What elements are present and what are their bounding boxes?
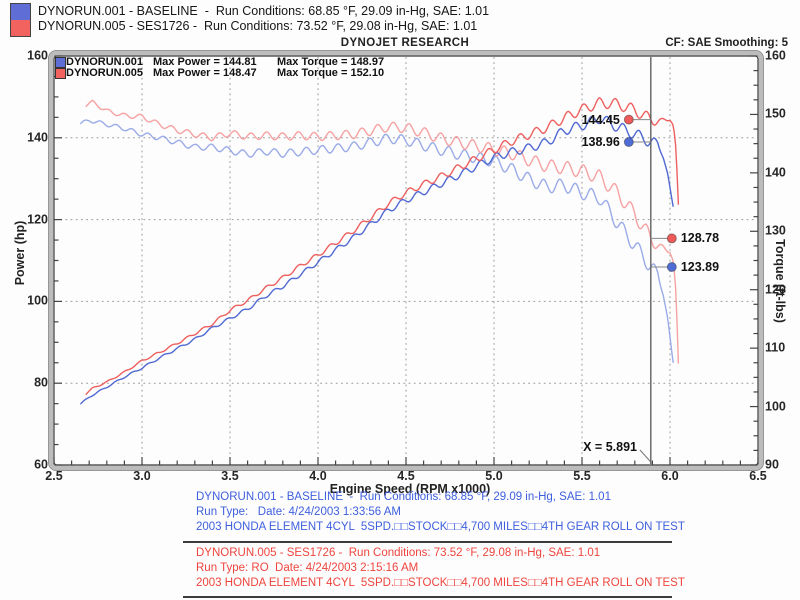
rpm-axis-title: Engine Speed (RPM x1000): [329, 482, 491, 496]
power-axis-title: Power (hp): [13, 220, 27, 286]
legend-run1-name: DYNORUN.001: [66, 56, 144, 68]
run1-conditions-label: DYNORUN.001 - BASELINE - Run Conditions:…: [38, 4, 490, 18]
run2-color-swatch: [11, 20, 30, 36]
readout-marker-power: [623, 137, 634, 148]
cursor-x-label: X = 5.891: [583, 440, 637, 454]
readout-marker-torque: [666, 233, 677, 244]
footer-run2-vehicle: 2003 HONDA ELEMENT 4CYL 5SPD.□□STOCK□□4,…: [196, 577, 685, 589]
footer-run2-conditions: DYNORUN.005 - SES1726 - Run Conditions: …: [196, 547, 601, 559]
legend-run1-max-torque: Max Torque = 148.97: [277, 56, 385, 68]
correction-smoothing-label: CF: SAE Smoothing: 5: [665, 37, 788, 49]
torque-axis-title: Torque (ft-lbs): [773, 239, 787, 323]
footer-run1-runtype-date: Run Type: Date: 4/24/2003 1:33:56 AM: [196, 506, 402, 518]
legend-run2-max-power: Max Power = 148.47: [153, 67, 257, 79]
torque-curve-DYNORUN.005: [85, 99, 680, 364]
footer-run1-vehicle: 2003 HONDA ELEMENT 4CYL 5SPD.□□STOCK□□4,…: [196, 521, 685, 533]
plot-frame-outer-edge: [48, 50, 764, 471]
footer-divider-1: [183, 541, 672, 543]
footer-run2-runtype-date: Run Type: RO Date: 4/24/2003 2:15:16 AM: [196, 562, 419, 574]
footer-divider-2: [183, 596, 672, 598]
torque-curve-DYNORUN.001: [79, 119, 674, 363]
footer-run1-conditions: DYNORUN.001 - BASELINE - Run Conditions:…: [196, 491, 611, 503]
legend-run1-max-power: Max Power = 144.81: [153, 56, 257, 68]
legend-run2-max-torque: Max Torque = 152.10: [277, 67, 385, 79]
legend-run1-swatch: [55, 57, 66, 68]
run2-conditions-label: DYNORUN.005 - SES1726 - Run Conditions: …: [38, 19, 478, 33]
legend-run2-swatch: [55, 67, 66, 79]
run1-color-swatch: [11, 4, 30, 20]
readout-marker-torque: [666, 261, 677, 272]
plot-frame-inner-edge: [53, 55, 759, 466]
power-curve-DYNORUN.001: [79, 115, 674, 405]
cursor-label-leader: [639, 449, 652, 463]
header-run-swatches: [10, 3, 31, 37]
legend-run2-name: DYNORUN.005: [66, 67, 144, 79]
readout-marker-power: [623, 114, 634, 125]
plot-frame-band: [48, 50, 764, 471]
dynojet-brand-title: DYNOJET RESEARCH: [340, 37, 470, 49]
power-curve-DYNORUN.005: [85, 97, 680, 396]
